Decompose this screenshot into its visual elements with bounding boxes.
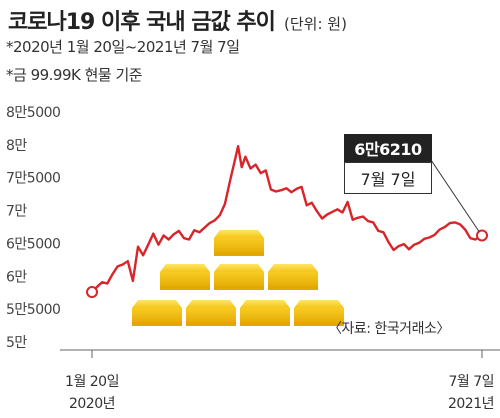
gold-bar <box>132 300 182 326</box>
gold-bar <box>268 264 318 290</box>
chart-title: 코로나19 이후 국내 금값 추이 <box>8 10 276 35</box>
basis-note: *금 99.99K 현물 기준 <box>6 66 143 84</box>
y-tick-label: 8만 <box>6 138 27 154</box>
gold-bar <box>186 300 236 326</box>
gold-bar <box>294 300 344 326</box>
x-axis: 1월 20일 2020년 7월 7일 2021년 <box>60 349 500 412</box>
gold-bar <box>160 264 210 290</box>
y-tick-label: 5만 <box>6 335 27 351</box>
y-axis: 8만5000 8만 7만5000 7만 6만5000 6만 5만5000 5만 <box>6 105 61 351</box>
y-tick-label: 5만5000 <box>6 302 60 318</box>
x-tick-year-label: 2020년 <box>69 396 115 412</box>
y-tick-label: 8만5000 <box>6 105 60 121</box>
unit-label: (단위: 원) <box>284 15 347 33</box>
x-tick-year-label: 2021년 <box>448 396 494 412</box>
y-tick-label: 7만5000 <box>6 171 60 187</box>
gold-bar <box>214 264 264 290</box>
gold-bar <box>214 230 264 256</box>
start-point-marker <box>86 286 98 299</box>
price-line <box>90 144 484 294</box>
title-row: 코로나19 이후 국내 금값 추이 (단위: 원) <box>8 4 347 36</box>
callout-leader-line <box>430 159 480 232</box>
period-note: *2020년 1월 20일~2021년 7월 7일 <box>6 38 240 56</box>
y-tick-label: 6만5000 <box>6 236 60 252</box>
x-tick-label: 7월 7일 <box>448 374 494 390</box>
end-point-marker <box>476 229 488 242</box>
y-tick-label: 6만 <box>6 269 27 285</box>
x-tick-label: 1월 20일 <box>65 374 119 390</box>
y-tick-label: 7만 <box>6 204 27 220</box>
source-note: 〈자료: 한국거래소〉 <box>328 321 450 337</box>
gold-bar <box>240 300 290 326</box>
callout-date-label: 7월 7일 <box>344 162 432 194</box>
callout-value-label: 6만6210 <box>344 134 432 162</box>
gold-bars-illustration <box>132 230 344 326</box>
